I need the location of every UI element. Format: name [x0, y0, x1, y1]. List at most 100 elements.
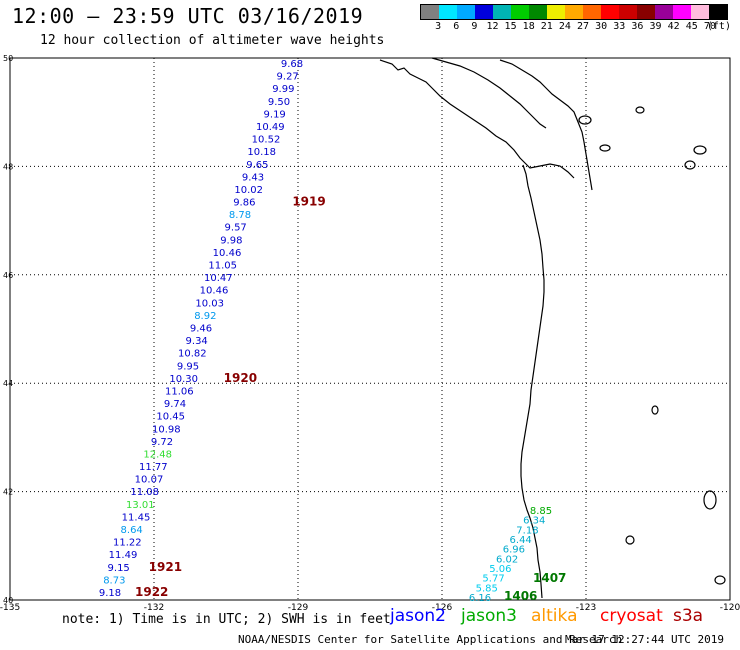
track-value: 8.92	[194, 311, 216, 322]
track-value: 11.45	[122, 512, 151, 523]
page-title: 12:00 — 23:59 UTC 03/16/2019	[12, 4, 364, 28]
track-value: 9.19	[264, 109, 286, 120]
legend-label: 9	[471, 21, 478, 32]
island	[703, 490, 717, 510]
time-label: 1406	[504, 589, 537, 603]
lon-tick-label: -126	[432, 603, 453, 613]
coastline	[379, 57, 726, 599]
track-value: 7.18	[516, 525, 538, 536]
island	[635, 106, 645, 114]
sat-altika: altika	[531, 606, 578, 626]
track-value: 9.68	[281, 59, 303, 70]
track-value: 11.08	[130, 487, 159, 498]
track-value: 6.96	[503, 545, 525, 556]
track-value: 10.07	[135, 475, 164, 486]
lat-tick-label: 46	[3, 271, 13, 280]
legend-swatch	[421, 5, 439, 19]
lat-tick-label: 42	[3, 488, 13, 497]
island	[684, 160, 696, 170]
legend-swatch	[637, 5, 655, 19]
legend-label: 12	[486, 21, 499, 32]
track-value: 6.02	[496, 554, 518, 565]
track-value: 9.43	[242, 172, 264, 183]
track-value: 9.98	[220, 235, 242, 246]
track-value: 9.99	[272, 84, 294, 95]
track-value: 6.16	[469, 593, 491, 604]
track-value: 11.05	[208, 261, 237, 272]
lon-tick-label: -135	[0, 603, 20, 613]
track-value: 10.52	[252, 135, 281, 146]
legend-label: 30	[595, 21, 608, 32]
legend-swatch	[709, 5, 727, 19]
track-value: 11.49	[109, 550, 138, 561]
legend-label: 27	[577, 21, 590, 32]
lat-tick-label: 50	[3, 54, 13, 63]
legend-swatch	[655, 5, 673, 19]
track-value: 10.49	[256, 122, 285, 133]
legend-label: 70	[703, 21, 716, 32]
legend-labels: 3 6 9 12 15 18 21 24 27 30 33 36 39 42 45 70 (ft)	[420, 20, 731, 34]
track-value: 9.15	[108, 563, 130, 574]
legend-swatch	[691, 5, 709, 19]
island	[651, 405, 659, 415]
legend-swatch	[601, 5, 619, 19]
lon-tick-label: -129	[288, 603, 309, 613]
track-jason3: 8.856.347.186.446.966.025.065.775.856.16…	[469, 506, 567, 604]
track-value: 10.82	[178, 349, 207, 360]
legend-label: (ft)	[706, 21, 731, 32]
track-value: 5.85	[476, 583, 498, 594]
sat-jason2: jason2	[390, 606, 446, 626]
lon-tick-label: -120	[720, 603, 740, 613]
track-value: 11.77	[139, 462, 168, 473]
track-value: 10.30	[169, 374, 198, 385]
lat-tick-label: 40	[3, 596, 13, 605]
track-value: 6.34	[523, 516, 545, 527]
track-value: 9.50	[268, 97, 290, 108]
map-frame	[9, 57, 731, 601]
island	[625, 535, 635, 545]
time-label: 1921	[149, 560, 182, 574]
track-value: 11.06	[165, 386, 194, 397]
legend-label: 3	[435, 21, 442, 32]
legend-swatch	[619, 5, 637, 19]
sat-jason3: jason3	[461, 606, 517, 626]
legend-swatch	[457, 5, 475, 19]
track-value: 10.98	[152, 424, 181, 435]
map-grid	[9, 57, 731, 601]
track-value: 8.64	[121, 525, 143, 536]
lat-tick-label: 48	[3, 162, 13, 171]
time-label: 1407	[533, 571, 566, 585]
track-value: 12.48	[143, 449, 172, 460]
track-value: 9.65	[246, 160, 268, 171]
timestamp: Mar 17 12:27:44 UTC 2019	[565, 633, 724, 646]
island	[693, 145, 707, 155]
track-value: 9.72	[151, 437, 173, 448]
legend-swatches	[420, 4, 728, 20]
track-value: 8.78	[229, 210, 251, 221]
vancouver-island	[431, 57, 547, 129]
track-value: 11.22	[113, 538, 142, 549]
legend-swatch	[529, 5, 547, 19]
color-legend: 3 6 9 12 15 18 21 24 27 30 33 36 39 42 45 70 (ft)	[420, 4, 731, 34]
track-value: 10.46	[213, 248, 242, 259]
track-value: 9.74	[164, 399, 186, 410]
time-label: 1919	[292, 195, 325, 209]
legend-swatch	[511, 5, 529, 19]
legend-swatch	[673, 5, 691, 19]
track-value: 9.18	[99, 588, 121, 599]
track-value: 9.57	[225, 223, 247, 234]
track-value: 9.95	[177, 361, 199, 372]
track-value: 8.85	[530, 506, 552, 517]
track-value: 9.46	[190, 324, 212, 335]
track-value: 5.77	[482, 574, 504, 585]
island	[599, 144, 611, 152]
note-text: note: 1) Time is in UTC; 2) SWH is in fe…	[62, 612, 391, 627]
island	[578, 115, 592, 125]
legend-swatch	[493, 5, 511, 19]
legend-label: 6	[453, 21, 460, 32]
legend-label: 36	[631, 21, 644, 32]
puget-sound	[499, 59, 593, 191]
axis-ticks: -135 -132 -129 -126 -123 -120 50 48 46 44 42 40	[0, 54, 740, 613]
track-value: 13.01	[126, 500, 155, 511]
